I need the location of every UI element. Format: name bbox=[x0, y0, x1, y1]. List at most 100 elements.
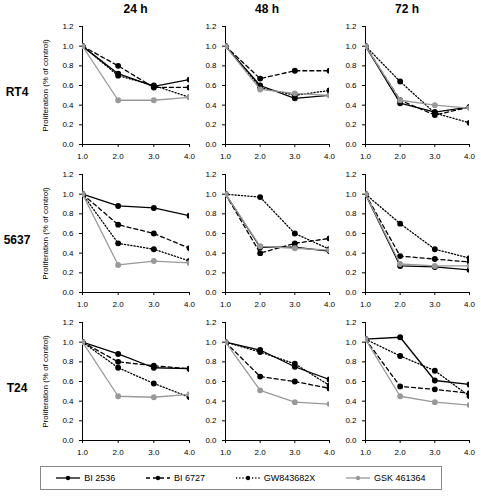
svg-text:4.0: 4.0 bbox=[464, 152, 476, 161]
svg-text:3.0: 3.0 bbox=[429, 448, 441, 457]
svg-text:0.2: 0.2 bbox=[205, 120, 217, 129]
svg-text:3.0: 3.0 bbox=[289, 300, 301, 309]
svg-text:1.0: 1.0 bbox=[62, 42, 74, 51]
svg-text:2.0: 2.0 bbox=[113, 448, 125, 457]
svg-text:1.2: 1.2 bbox=[345, 170, 357, 179]
svg-text:1.2: 1.2 bbox=[205, 22, 217, 31]
svg-text:1.0: 1.0 bbox=[205, 190, 217, 199]
svg-text:1.0: 1.0 bbox=[345, 338, 357, 347]
svg-text:1.0: 1.0 bbox=[205, 42, 217, 51]
svg-text:Proliferation (% of control): Proliferation (% of control) bbox=[41, 335, 50, 428]
svg-text:3.0: 3.0 bbox=[289, 448, 301, 457]
svg-text:4.0: 4.0 bbox=[184, 448, 196, 457]
svg-text:0.8: 0.8 bbox=[62, 357, 74, 366]
svg-text:2.0: 2.0 bbox=[395, 448, 407, 457]
svg-text:2.0: 2.0 bbox=[395, 300, 407, 309]
svg-text:0.2: 0.2 bbox=[345, 120, 357, 129]
svg-text:0.0: 0.0 bbox=[345, 288, 357, 297]
svg-text:1.0: 1.0 bbox=[62, 190, 74, 199]
svg-text:0.0: 0.0 bbox=[205, 436, 217, 445]
svg-text:0.8: 0.8 bbox=[62, 209, 74, 218]
svg-text:0.2: 0.2 bbox=[62, 268, 74, 277]
svg-text:0.6: 0.6 bbox=[205, 229, 217, 238]
svg-text:0.6: 0.6 bbox=[205, 377, 217, 386]
svg-text:1.0: 1.0 bbox=[220, 152, 232, 161]
svg-text:0.2: 0.2 bbox=[62, 120, 74, 129]
svg-text:2.0: 2.0 bbox=[113, 300, 125, 309]
svg-text:1.2: 1.2 bbox=[205, 318, 217, 327]
svg-text:4.0: 4.0 bbox=[184, 300, 196, 309]
svg-text:0.6: 0.6 bbox=[345, 377, 357, 386]
svg-text:1.0: 1.0 bbox=[205, 338, 217, 347]
svg-text:0.2: 0.2 bbox=[62, 416, 74, 425]
svg-text:0.4: 0.4 bbox=[345, 249, 357, 258]
svg-text:1.2: 1.2 bbox=[62, 318, 74, 327]
svg-text:4.0: 4.0 bbox=[464, 448, 476, 457]
svg-text:0.0: 0.0 bbox=[345, 436, 357, 445]
svg-text:1.2: 1.2 bbox=[205, 170, 217, 179]
svg-text:0.6: 0.6 bbox=[62, 229, 74, 238]
svg-text:0.0: 0.0 bbox=[345, 140, 357, 149]
svg-text:0.6: 0.6 bbox=[205, 81, 217, 90]
svg-text:2.0: 2.0 bbox=[255, 300, 267, 309]
svg-text:4.0: 4.0 bbox=[464, 300, 476, 309]
svg-text:1.0: 1.0 bbox=[62, 338, 74, 347]
svg-text:4.0: 4.0 bbox=[324, 448, 336, 457]
svg-text:1.0: 1.0 bbox=[360, 448, 372, 457]
svg-text:4.0: 4.0 bbox=[324, 152, 336, 161]
svg-text:1.0: 1.0 bbox=[220, 300, 232, 309]
svg-text:3.0: 3.0 bbox=[429, 300, 441, 309]
svg-text:3.0: 3.0 bbox=[289, 152, 301, 161]
svg-text:0.4: 0.4 bbox=[345, 397, 357, 406]
svg-text:0.0: 0.0 bbox=[62, 436, 74, 445]
svg-text:1.2: 1.2 bbox=[345, 22, 357, 31]
svg-text:1.0: 1.0 bbox=[77, 448, 89, 457]
svg-text:2.0: 2.0 bbox=[113, 152, 125, 161]
svg-text:0.2: 0.2 bbox=[205, 416, 217, 425]
svg-text:3.0: 3.0 bbox=[148, 300, 160, 309]
svg-text:0.4: 0.4 bbox=[205, 101, 217, 110]
svg-text:2.0: 2.0 bbox=[255, 448, 267, 457]
svg-text:0.4: 0.4 bbox=[62, 397, 74, 406]
svg-text:0.6: 0.6 bbox=[345, 81, 357, 90]
svg-text:1.0: 1.0 bbox=[77, 300, 89, 309]
svg-text:0.0: 0.0 bbox=[62, 140, 74, 149]
svg-text:1.0: 1.0 bbox=[345, 42, 357, 51]
svg-text:0.4: 0.4 bbox=[62, 101, 74, 110]
svg-text:0.0: 0.0 bbox=[205, 288, 217, 297]
svg-text:0.0: 0.0 bbox=[205, 140, 217, 149]
svg-text:2.0: 2.0 bbox=[395, 152, 407, 161]
svg-text:3.0: 3.0 bbox=[429, 152, 441, 161]
svg-text:0.2: 0.2 bbox=[345, 416, 357, 425]
svg-text:0.0: 0.0 bbox=[62, 288, 74, 297]
svg-text:0.4: 0.4 bbox=[62, 249, 74, 258]
svg-text:0.2: 0.2 bbox=[205, 268, 217, 277]
svg-text:0.8: 0.8 bbox=[205, 61, 217, 70]
svg-text:0.8: 0.8 bbox=[205, 357, 217, 366]
svg-text:0.8: 0.8 bbox=[62, 61, 74, 70]
svg-text:0.8: 0.8 bbox=[345, 357, 357, 366]
svg-text:1.0: 1.0 bbox=[360, 152, 372, 161]
svg-text:1.2: 1.2 bbox=[62, 170, 74, 179]
svg-text:1.0: 1.0 bbox=[360, 300, 372, 309]
svg-text:2.0: 2.0 bbox=[255, 152, 267, 161]
svg-text:1.2: 1.2 bbox=[62, 22, 74, 31]
svg-text:0.4: 0.4 bbox=[205, 249, 217, 258]
svg-text:1.0: 1.0 bbox=[345, 190, 357, 199]
svg-text:0.6: 0.6 bbox=[62, 377, 74, 386]
svg-text:0.8: 0.8 bbox=[345, 209, 357, 218]
svg-text:1.0: 1.0 bbox=[220, 448, 232, 457]
svg-text:Proliferation (% of control): Proliferation (% of control) bbox=[41, 187, 50, 280]
svg-text:0.6: 0.6 bbox=[345, 229, 357, 238]
svg-text:4.0: 4.0 bbox=[184, 152, 196, 161]
svg-text:0.8: 0.8 bbox=[205, 209, 217, 218]
svg-text:3.0: 3.0 bbox=[148, 152, 160, 161]
svg-text:0.6: 0.6 bbox=[62, 81, 74, 90]
svg-text:0.4: 0.4 bbox=[345, 101, 357, 110]
svg-text:1.0: 1.0 bbox=[77, 152, 89, 161]
svg-text:3.0: 3.0 bbox=[148, 448, 160, 457]
svg-text:4.0: 4.0 bbox=[324, 300, 336, 309]
svg-text:0.4: 0.4 bbox=[205, 397, 217, 406]
svg-text:Proliferation (% of control): Proliferation (% of control) bbox=[41, 39, 50, 132]
svg-text:1.2: 1.2 bbox=[345, 318, 357, 327]
